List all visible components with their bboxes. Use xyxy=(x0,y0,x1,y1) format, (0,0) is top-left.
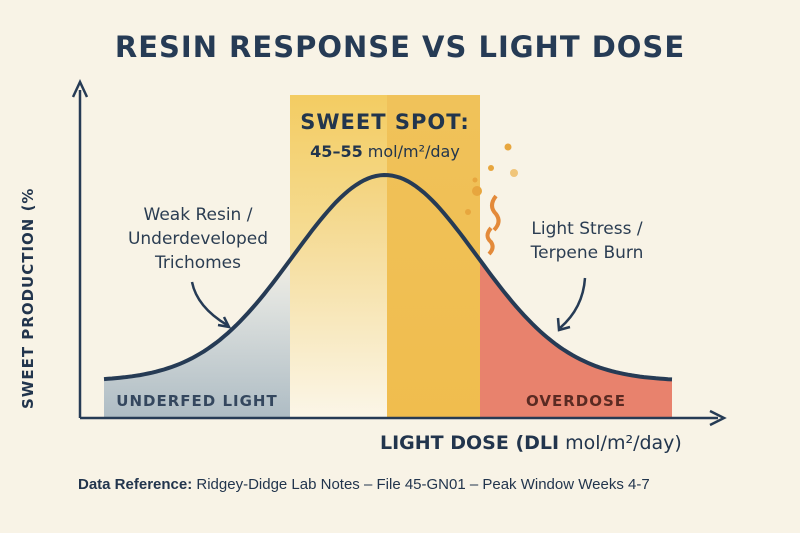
sweet-spot-unit: mol/m²/day xyxy=(362,142,460,161)
chart-title: RESIN RESPONSE VS LIGHT DOSE xyxy=(114,30,686,64)
vapor-icon xyxy=(465,143,518,256)
zone-sweet-spot-dark xyxy=(387,95,480,418)
zone-label-underfed: UNDERFED LIGHT xyxy=(116,392,278,410)
y-axis-label: SWEET PRODUCTION (% xyxy=(19,187,37,409)
weak-arrow-icon xyxy=(190,281,228,327)
x-axis-label-unit: mol/m²/day) xyxy=(559,432,682,454)
sweet-spot-label: SWEET SPOT: xyxy=(300,110,470,134)
annotation-line: Light Stress / xyxy=(531,219,643,239)
stress-arrow-icon xyxy=(559,277,587,329)
zone-label-overdose: OVERDOSE xyxy=(525,392,626,410)
data-reference-label: Data Reference: xyxy=(78,476,193,493)
sweet-spot-range: 45–55 mol/m²/day xyxy=(290,142,480,161)
y-axis-arrow-icon xyxy=(71,79,89,98)
annotation-light-stress: Light Stress / Terpene Burn xyxy=(512,217,662,265)
annotation-line: Trichomes xyxy=(155,253,241,273)
response-curve xyxy=(103,172,673,382)
x-axis-arrow-icon xyxy=(709,409,727,427)
data-reference: Data Reference: Ridgey-Didge Lab Notes –… xyxy=(78,476,650,493)
x-axis-label: LIGHT DOSE (DLI mol/m²/day) xyxy=(380,432,682,454)
annotation-line: Underdeveloped xyxy=(127,229,269,249)
sweet-spot-range-value: 45–55 xyxy=(310,142,363,161)
zone-overdose xyxy=(480,175,672,418)
data-reference-text: Ridgey-Didge Lab Notes – File 45-GN01 – … xyxy=(192,476,650,493)
x-axis-label-bold: LIGHT DOSE (DLI xyxy=(380,432,560,454)
annotation-weak-resin: Weak Resin / Underdeveloped Trichomes xyxy=(98,203,298,275)
annotation-line: Weak Resin / xyxy=(143,205,253,225)
annotation-line: Terpene Burn xyxy=(530,243,644,263)
